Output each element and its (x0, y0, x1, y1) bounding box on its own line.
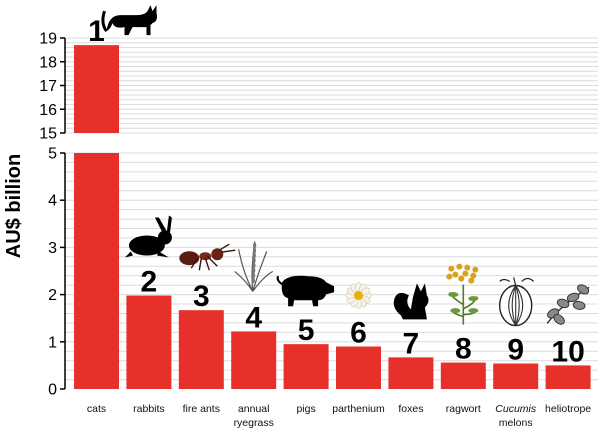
bar-parthenium (336, 346, 381, 389)
category-labels: cats rabbits fire ants annual ryegrass pigs pa… (87, 403, 591, 429)
rank-label: 7 (403, 327, 420, 360)
parthenium-flower-icon (345, 282, 372, 309)
y-tick-label: 16 (39, 102, 57, 119)
rank-label: 10 (551, 335, 584, 368)
bar-pigs (283, 344, 329, 389)
y-axis-label: AU$ billion (3, 154, 25, 258)
category-label: ragwort (446, 403, 481, 415)
pig-icon (276, 275, 335, 307)
category-label: rabbits (133, 403, 165, 415)
category-label: cats (87, 403, 106, 415)
rabbit-icon (124, 215, 172, 258)
y-tick-label: 5 (48, 146, 57, 163)
y-tick-label: 2 (48, 287, 57, 304)
rank-label: 5 (298, 314, 315, 347)
y-tick-label: 1 (48, 334, 57, 351)
rank-label: 3 (193, 280, 210, 313)
y-tick-label: 4 (48, 193, 57, 210)
rank-label: 4 (245, 301, 262, 334)
heliotrope-icon (546, 284, 590, 325)
rank-label: 2 (141, 266, 158, 299)
y-tick-label: 19 (39, 31, 57, 48)
y-tick-label: 0 (48, 382, 57, 399)
category-label: heliotrope (545, 403, 591, 415)
ragwort-icon (446, 263, 479, 325)
y-tick-label: 3 (48, 240, 57, 257)
category-label: pigs (296, 403, 315, 415)
bar-cats-upper (74, 45, 119, 133)
bar-cucumis-melons (493, 363, 539, 389)
category-label: annual ryegrass (234, 403, 274, 429)
species-icons (101, 5, 590, 327)
rank-label: 9 (507, 334, 524, 367)
y-tick-label: 15 (39, 126, 57, 143)
cat-icon (101, 5, 157, 36)
y-tick-label: 18 (39, 54, 57, 71)
bar-rabbits (126, 295, 172, 389)
rank-label: 6 (350, 317, 367, 350)
rank-labels: 1 2 3 4 5 6 7 8 9 10 (88, 15, 585, 368)
category-label: parthenium (332, 403, 385, 415)
y-tick-label: 17 (39, 78, 57, 95)
bar-fire-ants (178, 310, 224, 389)
bar-ragwort (440, 362, 486, 389)
bar-annual-ryegrass (231, 331, 277, 389)
ryegrass-icon (234, 241, 274, 292)
bars (74, 45, 591, 389)
bar-foxes (388, 357, 434, 389)
y-axis: 0 1 2 3 4 5 15 16 17 18 19 (39, 31, 66, 399)
fox-icon (393, 283, 429, 320)
category-label: foxes (398, 403, 423, 415)
bar-heliotrope (545, 365, 591, 389)
rank-label: 1 (88, 15, 105, 48)
category-label: Cucumis melons (495, 403, 537, 429)
category-label: fire ants (183, 403, 220, 415)
fire-ant-icon (179, 243, 236, 271)
bar-cats-lower (74, 153, 119, 389)
melon-icon (499, 277, 535, 327)
rank-label: 8 (455, 333, 472, 366)
